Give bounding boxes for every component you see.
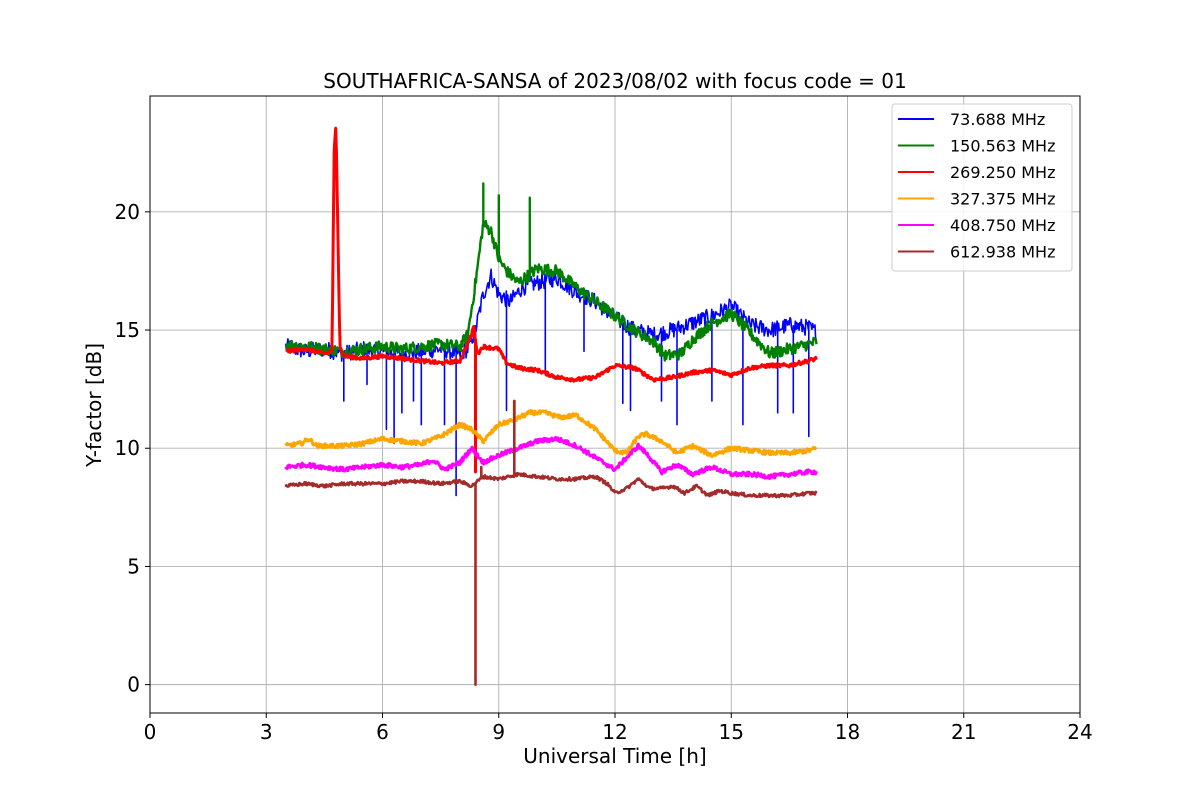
legend: 73.688 MHz 150.563 MHz 269.250 MHz 327.375 … <box>891 103 1073 272</box>
y-tick-label: 20 <box>115 200 140 224</box>
x-tick-label: 15 <box>719 720 744 744</box>
series-line-3 <box>284 126 818 474</box>
legend-label: 327.375 MHz <box>950 190 1055 209</box>
x-tick-label: 0 <box>144 720 157 744</box>
y-tick-label: 5 <box>127 554 140 578</box>
x-tick-label: 6 <box>376 720 389 744</box>
legend-label: 612.938 MHz <box>950 243 1055 262</box>
x-tick-label: 18 <box>835 720 860 744</box>
series-group <box>284 126 818 686</box>
legend-label: 408.750 MHz <box>950 216 1055 235</box>
x-axis-label: Universal Time [h] <box>523 744 706 768</box>
chart-title: SOUTHAFRICA-SANSA of 2023/08/02 with foc… <box>323 69 907 93</box>
series-line-2 <box>285 182 818 362</box>
y-tick-label: 10 <box>115 436 140 460</box>
legend-label: 150.563 MHz <box>950 137 1055 156</box>
series-line-4 <box>284 399 818 459</box>
series-line-5 <box>284 435 818 481</box>
legend-box <box>891 103 1073 272</box>
series-line-6 <box>284 399 818 686</box>
x-axis: 0 3 6 9 12 15 18 21 24 <box>144 713 1093 744</box>
x-tick-label: 24 <box>1067 720 1092 744</box>
x-tick-label: 21 <box>951 720 976 744</box>
x-tick-label: 9 <box>492 720 505 744</box>
y-axis: 0 5 10 15 20 <box>115 200 150 697</box>
legend-label: 269.250 MHz <box>950 163 1055 182</box>
legend-label: 73.688 MHz <box>950 110 1045 129</box>
y-tick-label: 15 <box>115 318 140 342</box>
y-axis-label: Y-factor [dB] <box>82 343 106 468</box>
y-tick-label: 0 <box>127 673 140 697</box>
x-tick-label: 3 <box>260 720 273 744</box>
x-tick-label: 12 <box>602 720 627 744</box>
